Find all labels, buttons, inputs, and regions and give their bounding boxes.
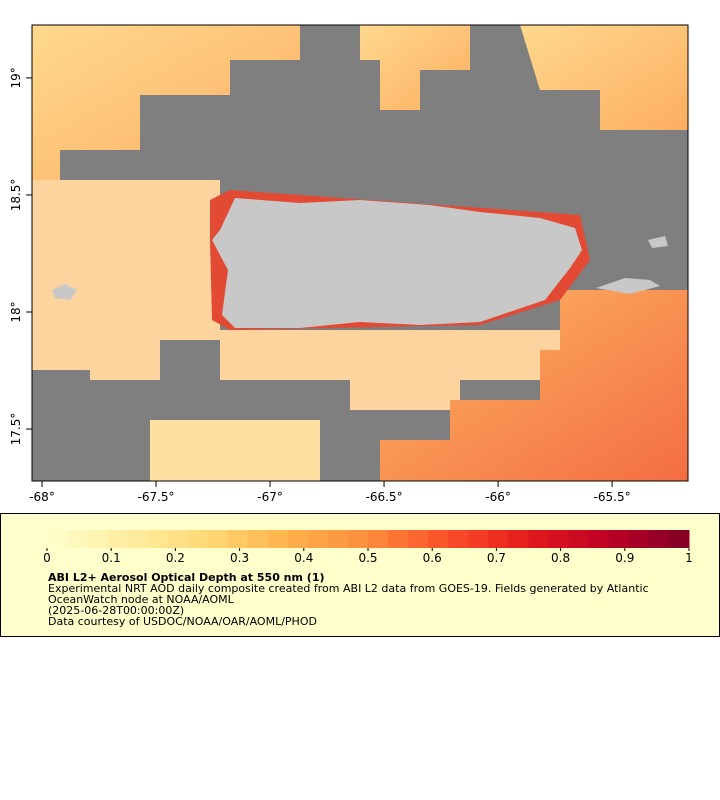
colorbar-segment — [488, 530, 509, 548]
colorbar-segment — [167, 530, 188, 548]
colorbar-segment — [147, 530, 168, 548]
colorbar-segment — [408, 530, 429, 548]
colorbar-segment — [528, 530, 550, 548]
x-tick-label: -65.5° — [594, 490, 631, 504]
colorbar-segment — [468, 530, 489, 548]
colorbar-segment — [388, 530, 409, 548]
aod-patch — [32, 25, 300, 180]
colorbar-tick-label: 0.8 — [551, 551, 570, 565]
colorbar-tick-label: 0.7 — [487, 551, 506, 565]
legend-line: Data courtesy of USDOC/NOAA/OAR/AOML/PHO… — [48, 615, 317, 628]
x-tick-label: -67.5° — [138, 490, 175, 504]
legend-line: Experimental NRT AOD daily composite cre… — [48, 582, 649, 595]
x-tick-label: -68° — [29, 490, 55, 504]
colorbar-segment — [368, 530, 389, 548]
colorbar-tick-label: 1 — [685, 551, 693, 565]
y-tick-label: 17.5° — [9, 413, 23, 446]
legend-title: ABI L2+ Aerosol Optical Depth at 550 nm … — [48, 571, 325, 584]
aod-patch — [150, 420, 320, 481]
islet — [648, 236, 668, 248]
colorbar-segment — [668, 530, 690, 548]
colorbar-tick-label: 0.5 — [358, 551, 377, 565]
colorbar-segment — [608, 530, 630, 548]
y-tick-label: 18.5° — [9, 179, 23, 212]
colorbar-tick-label: 0 — [43, 551, 51, 565]
colorbar-segment — [508, 530, 529, 548]
colorbar-tick-label: 0.3 — [230, 551, 249, 565]
aod-patch — [220, 330, 560, 410]
colorbar-segment — [648, 530, 670, 548]
colorbar-segment — [347, 530, 369, 548]
colorbar-segment — [628, 530, 650, 548]
colorbar-segment — [428, 530, 449, 548]
colorbar-segment — [307, 530, 329, 548]
colorbar-segment — [107, 530, 128, 548]
legend-line: OceanWatch node at NOAA/AOML — [48, 593, 235, 606]
colorbar-tick-label: 0.6 — [423, 551, 442, 565]
colorbar-segment — [267, 530, 289, 548]
x-tick-label: -66° — [485, 490, 511, 504]
aod-patch — [360, 25, 470, 110]
axes: -68° -67.5° -67° -66.5° -66° -65.5° 17.5° 18° 18… — [9, 67, 631, 504]
colorbar-segment — [568, 530, 590, 548]
map-field — [32, 25, 688, 481]
map-frame — [31, 24, 689, 482]
colorbar-segment — [127, 530, 148, 548]
colorbar-segment — [287, 530, 309, 548]
st-croix — [596, 278, 660, 294]
colorbar-segment — [247, 530, 269, 548]
colorbar-segment — [448, 530, 469, 548]
colorbar-segment — [67, 530, 88, 548]
puerto-rico — [212, 198, 582, 328]
colorbar-segment — [187, 530, 208, 548]
colorbar-tick-label: 0.1 — [102, 551, 121, 565]
colorbar-segment — [227, 530, 249, 548]
colorbar-tick-label: 0.9 — [615, 551, 634, 565]
colorbar-tick-label: 0.4 — [294, 551, 313, 565]
x-tick-label: -67° — [257, 490, 283, 504]
colorbar-tick-label: 0.2 — [166, 551, 185, 565]
y-tick-label: 18° — [9, 301, 23, 322]
colorbar-segment — [47, 530, 68, 548]
aod-patch — [520, 25, 688, 130]
colorbar-segment — [548, 530, 570, 548]
y-tick-label: 19° — [9, 67, 23, 88]
colorbar-segment — [588, 530, 610, 548]
aod-patch — [32, 180, 220, 380]
x-tick-label: -66.5° — [366, 490, 403, 504]
mona-island — [52, 284, 77, 300]
aod-patch — [380, 290, 688, 481]
legend-line: (2025-06-28T00:00:00Z) — [48, 604, 184, 617]
colorbar-segment — [207, 530, 229, 548]
colorbar-segment — [87, 530, 108, 548]
colorbar-segment — [327, 530, 349, 548]
legend: ABI L2+ Aerosol Optical Depth at 550 nm … — [43, 530, 693, 628]
